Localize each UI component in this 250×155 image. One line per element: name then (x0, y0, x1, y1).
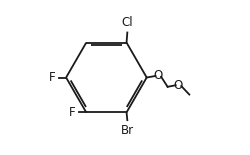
Text: O: O (174, 79, 183, 92)
Text: Cl: Cl (122, 16, 133, 29)
Text: F: F (48, 71, 55, 84)
Text: F: F (69, 106, 75, 119)
Text: Br: Br (121, 124, 134, 137)
Text: O: O (154, 69, 163, 82)
